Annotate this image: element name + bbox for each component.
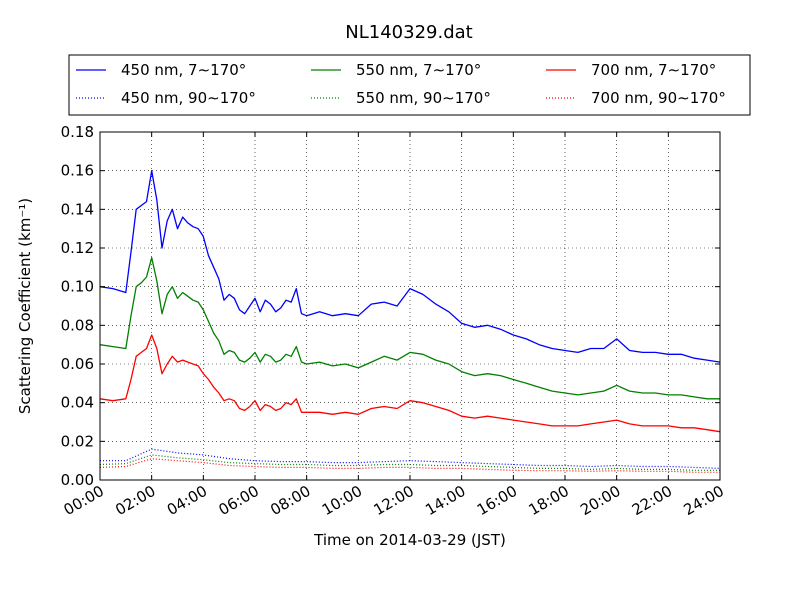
series-layer [99,170,721,473]
x-tick-label: 02:00 [112,482,158,519]
y-tick-label: 0.16 [61,162,94,180]
legend-entry-3: 550 nm, 90∼170° [311,89,491,107]
legend-entry-2: 550 nm, 7∼170° [311,61,481,79]
x-axis: 00:00 02:00 04:00 06:00 08:00 10:00 12:00 14:00… [61,482,727,519]
x-tick-label: 10:00 [319,482,365,519]
series-line-2 [99,257,720,400]
legend-entry-4: 700 nm, 7∼170° [546,61,716,79]
legend-entry-5: 700 nm, 90∼170° [546,89,726,107]
y-axis: 0.00 0.02 0.04 0.06 0.08 0.10 0.12 0.14 0.16 0.18 [61,123,94,489]
x-tick-label: 16:00 [474,482,520,519]
x-tick-label: 04:00 [164,482,210,519]
grid-lines [100,132,720,480]
y-axis-label: Scattering Coefficient (km⁻¹) [16,198,34,414]
y-tick-label: 0.02 [61,432,94,450]
x-tick-label: 14:00 [422,482,468,519]
x-tick-label: 08:00 [267,482,313,519]
y-tick-label: 0.12 [61,239,94,257]
legend-label: 450 nm, 7∼170° [121,61,246,79]
y-tick-label: 0.06 [61,355,94,373]
x-tick-label: 22:00 [629,482,675,519]
y-tick-label: 0.14 [61,200,94,218]
y-tick-label: 0.00 [61,471,94,489]
x-axis-label: Time on 2014-03-29 (JST) [313,531,506,549]
x-tick-label: 12:00 [371,482,417,519]
legend-box [68,54,751,116]
plot-area [99,131,721,481]
plot-background [100,132,720,480]
legend-entry-1: 450 nm, 90∼170° [76,89,256,107]
legend-entry-0: 450 nm, 7∼170° [76,61,246,79]
x-tick-label: 18:00 [526,482,572,519]
legend-items: 450 nm, 7∼170° 550 nm, 7∼170° 700 nm, 7∼17… [76,61,726,107]
legend: 450 nm, 7∼170° 550 nm, 7∼170° 700 nm, 7∼17… [68,54,751,116]
legend-label: 700 nm, 90∼170° [591,89,726,107]
legend-label: 450 nm, 90∼170° [121,89,256,107]
x-tick-label: 20:00 [577,482,623,519]
x-tick-label: 06:00 [216,482,262,519]
legend-label: 700 nm, 7∼170° [591,61,716,79]
ticks-layer [99,131,721,481]
x-tick-label: 24:00 [681,482,727,519]
y-tick-label: 0.08 [61,316,94,334]
y-tick-label: 0.04 [61,394,94,412]
legend-label: 550 nm, 7∼170° [356,61,481,79]
series-line-4 [99,334,721,433]
chart-title: NL140329.dat [345,22,472,43]
y-tick-label: 0.18 [61,123,94,141]
y-tick-label: 0.10 [61,278,94,296]
legend-label: 550 nm, 90∼170° [356,89,491,107]
series-line-0 [99,170,721,363]
